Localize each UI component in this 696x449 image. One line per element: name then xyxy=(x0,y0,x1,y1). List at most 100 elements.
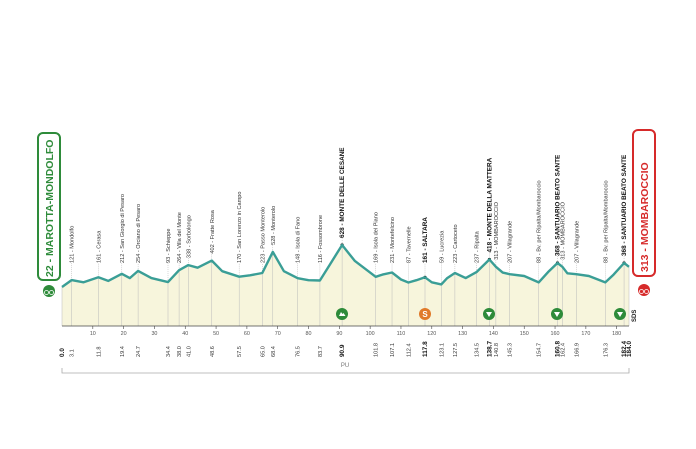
km-label: 41.0 xyxy=(186,346,192,357)
km-label: 34.4 xyxy=(166,346,172,357)
km-label: 11.8 xyxy=(96,347,102,357)
place-label: 264 - Villa del Monte xyxy=(177,212,183,263)
km-label: 154.7 xyxy=(537,343,543,357)
place-label: 212 - San Giorgio di Pesaro xyxy=(120,194,126,263)
place-label: 313 - MOMBAROCCIO xyxy=(494,201,500,259)
place-label: 207 - Villagrande xyxy=(574,221,580,263)
km-label: 48.6 xyxy=(210,346,216,357)
km-label: 65.0 xyxy=(260,346,266,357)
start-icon-wheel xyxy=(49,290,54,295)
place-label: 223 - Cartoceto xyxy=(453,224,459,263)
start-label: 22 - MAROTTA-MONDOLFO xyxy=(44,140,56,277)
place-label: 237 - Ripalta xyxy=(474,230,480,263)
x-tick-label: 50 xyxy=(213,331,219,337)
km-label: 57.5 xyxy=(237,346,243,357)
kom-icon xyxy=(554,312,560,317)
km-label: 184.0 xyxy=(626,341,633,357)
x-tick-label: 150 xyxy=(520,331,529,337)
x-tick-label: 30 xyxy=(151,331,157,337)
place-label: 116 - Fossombrone xyxy=(318,215,324,263)
km-label: 127.5 xyxy=(453,343,459,357)
x-tick-label: 140 xyxy=(489,331,498,337)
place-label: 368 - SANTUARIO BEATO SANTE xyxy=(555,154,562,256)
place-label: 93 - Schieppe xyxy=(166,228,172,263)
finish-icon-wheel xyxy=(639,289,644,294)
place-label: 402 - Fratte Rosa xyxy=(210,209,216,253)
km-label: 134.5 xyxy=(474,343,480,357)
place-label: 161 - Cerasa xyxy=(96,230,102,263)
x-tick-label: 80 xyxy=(306,331,312,337)
km-label: 24.7 xyxy=(136,346,142,357)
x-tick-label: 130 xyxy=(458,331,467,337)
km-label: 123.1 xyxy=(439,343,445,357)
km-label: 166.9 xyxy=(574,343,580,357)
finish-label: 313 - MOMBAROCCIO xyxy=(639,162,651,272)
kom-icon xyxy=(617,312,623,317)
profile-layer: 0.0 3.1 121 - Mondolfo 11.8 161 - Cerasa 19.4… xyxy=(59,147,633,357)
x-tick-label: 70 xyxy=(275,331,281,337)
place-label: 313 - MOMBAROCCIO xyxy=(560,201,566,259)
place-label: 59 - Lucrezia xyxy=(439,230,445,263)
start-icon-wheel xyxy=(44,290,49,295)
km-label: 176.3 xyxy=(603,343,609,357)
km-label: 68.4 xyxy=(271,346,277,357)
x-tick-label: 10 xyxy=(90,331,96,337)
km-label: 83.7 xyxy=(318,346,324,357)
finish-icon xyxy=(638,284,650,296)
sds-label: SDS xyxy=(632,310,638,322)
place-label: 88 - Bv. per Ripalta/Mombaroccio xyxy=(537,180,543,263)
sprint-marker xyxy=(419,308,431,320)
place-label: 170 - San Lorenzo in Campo xyxy=(237,191,243,263)
place-label: 231 - Montefelcino xyxy=(390,217,396,263)
km-label: 90.9 xyxy=(339,344,346,357)
place-label: 368 - SANTUARIO BEATO SANTE xyxy=(621,154,628,256)
start-icon xyxy=(43,285,55,297)
place-label: 161 - SALTARA xyxy=(422,217,429,263)
place-label: 148 - Isola di Fano xyxy=(296,217,302,263)
place-label: 418 - MONTE DELLA MATTERA xyxy=(486,157,493,252)
start-box xyxy=(37,132,61,281)
x-tick-label: 110 xyxy=(397,331,406,337)
km-label: 107.1 xyxy=(390,343,396,357)
place-label: 223 - Passo Monterolo xyxy=(260,207,266,263)
x-tick-label: 180 xyxy=(612,331,621,337)
km-label: 38.0 xyxy=(177,346,183,357)
profile-line xyxy=(61,243,630,288)
x-tick-label: 20 xyxy=(121,331,127,337)
km-label: 101.8 xyxy=(374,343,380,357)
place-label: 88 - Bv. per Ripalta/Mombaroccio xyxy=(603,180,609,263)
place-label: 207 - Villagrande xyxy=(508,221,514,263)
km-label: 145.3 xyxy=(508,343,514,357)
x-tick-label: 60 xyxy=(244,331,250,337)
place-label: 628 - MONTE DELLE CESANE xyxy=(339,147,346,238)
x-tick-label: 90 xyxy=(336,331,342,337)
place-label: 121 - Mondolfo xyxy=(70,226,76,263)
kom-icon xyxy=(339,312,346,316)
region-bracket xyxy=(61,368,630,374)
x-tick-label: 40 xyxy=(182,331,188,337)
place-label: 87 - Tavernelle xyxy=(406,226,412,263)
km-label: 162.4 xyxy=(560,343,566,357)
place-label: 254 - Orciano di Pesaro xyxy=(136,204,142,263)
place-label: 338 - Sorbolongo xyxy=(186,215,192,258)
place-label: 169 - Isola del Piano xyxy=(374,212,380,263)
km-label: 160.8 xyxy=(555,341,562,357)
x-tick-label: 160 xyxy=(551,331,560,337)
km-label: 140.8 xyxy=(494,343,500,357)
km-label: 138.7 xyxy=(486,341,493,357)
km-label: 117.8 xyxy=(422,341,429,357)
km-label: 182.4 xyxy=(621,341,628,357)
km-label: 3.1 xyxy=(70,349,76,357)
kom-icon xyxy=(486,312,492,317)
x-tick-label: 120 xyxy=(427,331,436,337)
km-label: 0.0 xyxy=(59,348,66,357)
x-tick-label: 170 xyxy=(581,331,590,337)
finish-icon-wheel xyxy=(644,289,649,294)
km-label: 76.5 xyxy=(296,346,302,357)
place-label: 528 - Monterolo xyxy=(271,206,277,245)
sprint-symbol: S xyxy=(422,310,428,319)
finish-box xyxy=(632,129,656,277)
region-label: PU xyxy=(341,363,349,369)
